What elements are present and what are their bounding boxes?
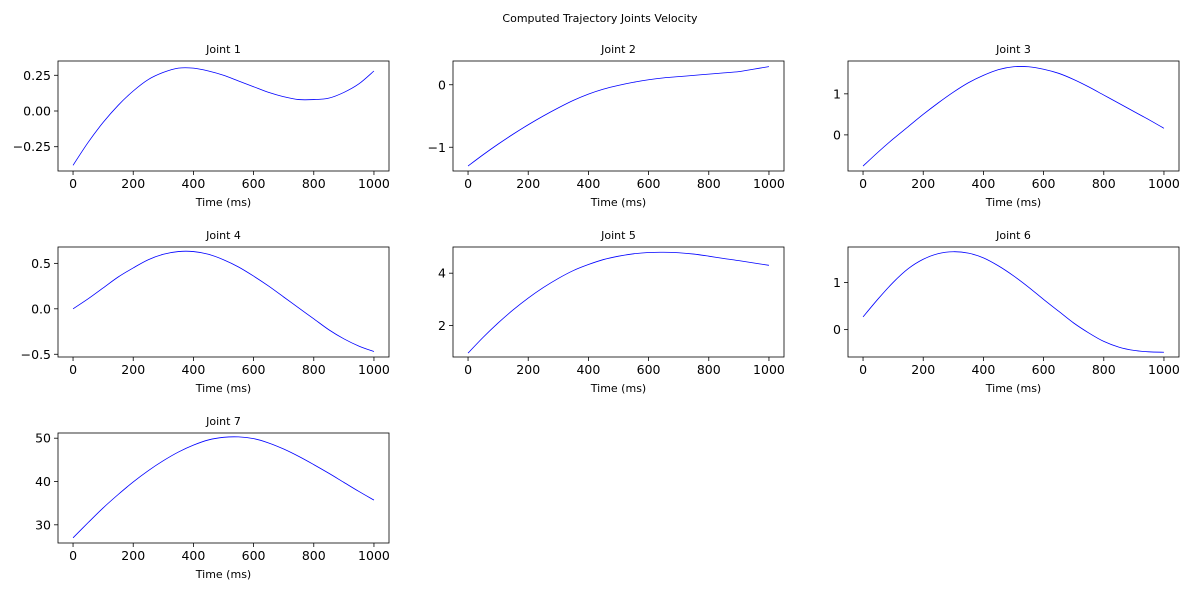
x-tick-label: 200	[516, 362, 540, 377]
y-tick-label: 0.25	[23, 68, 51, 83]
velocity-line	[862, 251, 1164, 353]
subplot-title: Joint 1	[205, 43, 241, 56]
x-tick-label: 0	[464, 362, 472, 377]
x-tick-label: 0	[69, 548, 77, 563]
x-tick-label: 600	[1032, 362, 1056, 377]
x-tick-label: 200	[121, 548, 145, 563]
x-tick-label: 1000	[1148, 176, 1180, 191]
x-tick-label: 200	[121, 176, 145, 191]
x-tick-label: 800	[302, 362, 326, 377]
y-tick-label: 40	[35, 474, 51, 489]
y-tick-label: 0	[833, 127, 841, 142]
y-tick-label: −0.5	[21, 347, 51, 362]
velocity-line	[862, 66, 1165, 167]
x-tick-label: 1000	[753, 176, 785, 191]
y-tick-label: 50	[35, 431, 51, 446]
x-tick-label: 600	[637, 176, 661, 191]
subplot-joint-4: Joint 4 0 200 400 600 800 1000 −0.5 0.0 0.5 Time (…	[21, 229, 390, 395]
y-tick-label: 0.00	[23, 104, 51, 119]
x-tick-label: 1000	[358, 362, 390, 377]
x-tick-label: 400	[576, 362, 600, 377]
subplot-joint-1: Joint 1 0 200 400 600 800 1000 −0.25 0.00 0.25 Tim…	[13, 43, 390, 209]
velocity-line	[467, 66, 770, 167]
x-tick-label: 800	[1092, 176, 1116, 191]
x-tick-label: 600	[242, 176, 266, 191]
x-tick-label: 400	[971, 176, 995, 191]
y-tick-label: 30	[35, 517, 51, 532]
x-tick-label: 400	[181, 362, 205, 377]
x-tick-label: 800	[302, 548, 326, 563]
x-tick-label: 0	[69, 362, 77, 377]
x-tick-label: 0	[69, 176, 77, 191]
x-tick-label: 200	[121, 362, 145, 377]
velocity-line	[467, 251, 770, 354]
y-tick-label: 2	[438, 318, 446, 333]
subplot-title: Joint 3	[995, 43, 1031, 56]
x-axis-label: Time (ms)	[590, 382, 646, 395]
x-tick-label: 400	[181, 548, 205, 563]
subplot-title: Joint 5	[600, 229, 636, 242]
x-tick-label: 400	[576, 176, 600, 191]
x-axis-label: Time (ms)	[195, 568, 251, 581]
subplot-joint-7: Joint 7 0 200 400 600 800 1000 30 40 50 Time (ms)	[35, 415, 390, 581]
subplot-joint-6: Joint 6 0 200 400 600 800 1000 0 1 Time (ms)	[833, 229, 1180, 395]
x-tick-label: 400	[181, 176, 205, 191]
x-tick-label: 800	[697, 362, 721, 377]
x-tick-label: 800	[697, 176, 721, 191]
x-tick-label: 600	[637, 362, 661, 377]
x-tick-label: 1000	[358, 176, 390, 191]
x-tick-label: 200	[516, 176, 540, 191]
axes-frame	[847, 60, 1180, 172]
x-axis-label: Time (ms)	[195, 196, 251, 209]
velocity-line	[72, 67, 375, 166]
x-tick-label: 200	[911, 176, 935, 191]
x-axis-label: Time (ms)	[590, 196, 646, 209]
y-tick-label: 1	[833, 275, 841, 290]
x-axis-label: Time (ms)	[195, 382, 251, 395]
x-tick-label: 800	[1092, 362, 1116, 377]
subplot-joint-2: Joint 2 0 200 400 600 800 1000 −1 0 Time (ms)	[428, 43, 785, 209]
subplot-title: Joint 4	[205, 229, 241, 242]
x-tick-label: 1000	[358, 548, 390, 563]
x-tick-label: 400	[971, 362, 995, 377]
x-tick-label: 200	[911, 362, 935, 377]
x-tick-label: 0	[859, 176, 867, 191]
axes-frame	[452, 60, 785, 172]
subplot-title: Joint 6	[995, 229, 1031, 242]
subplot-joint-5: Joint 5 0 200 400 600 800 1000 2 4 Time (ms)	[438, 229, 785, 395]
x-axis-label: Time (ms)	[985, 382, 1041, 395]
y-tick-label: 4	[438, 266, 446, 281]
subplot-title: Joint 7	[205, 415, 241, 428]
y-tick-label: −1	[428, 140, 446, 155]
x-tick-label: 1000	[1148, 362, 1180, 377]
y-tick-label: 0.0	[31, 301, 51, 316]
subplot-title: Joint 2	[600, 43, 636, 56]
y-tick-label: 0.5	[31, 256, 51, 271]
x-tick-label: 0	[464, 176, 472, 191]
axes-frame	[57, 246, 390, 358]
x-tick-label: 0	[859, 362, 867, 377]
y-tick-label: 0	[438, 77, 446, 92]
axes-frame	[847, 246, 1180, 358]
velocity-line	[72, 436, 375, 539]
x-tick-label: 800	[302, 176, 326, 191]
axes-frame	[57, 432, 390, 544]
y-tick-label: 1	[833, 86, 841, 101]
axes-frame	[57, 60, 390, 172]
x-tick-label: 600	[242, 362, 266, 377]
figure-suptitle: Computed Trajectory Joints Velocity	[502, 12, 698, 25]
axes-frame	[452, 246, 785, 358]
x-tick-label: 600	[242, 548, 266, 563]
x-axis-label: Time (ms)	[985, 196, 1041, 209]
x-tick-label: 600	[1032, 176, 1056, 191]
velocity-line	[72, 250, 375, 352]
subplot-joint-3: Joint 3 0 200 400 600 800 1000 0 1 Time (ms)	[833, 43, 1180, 209]
x-tick-label: 1000	[753, 362, 785, 377]
y-tick-label: −0.25	[13, 139, 51, 154]
y-tick-label: 0	[833, 322, 841, 337]
